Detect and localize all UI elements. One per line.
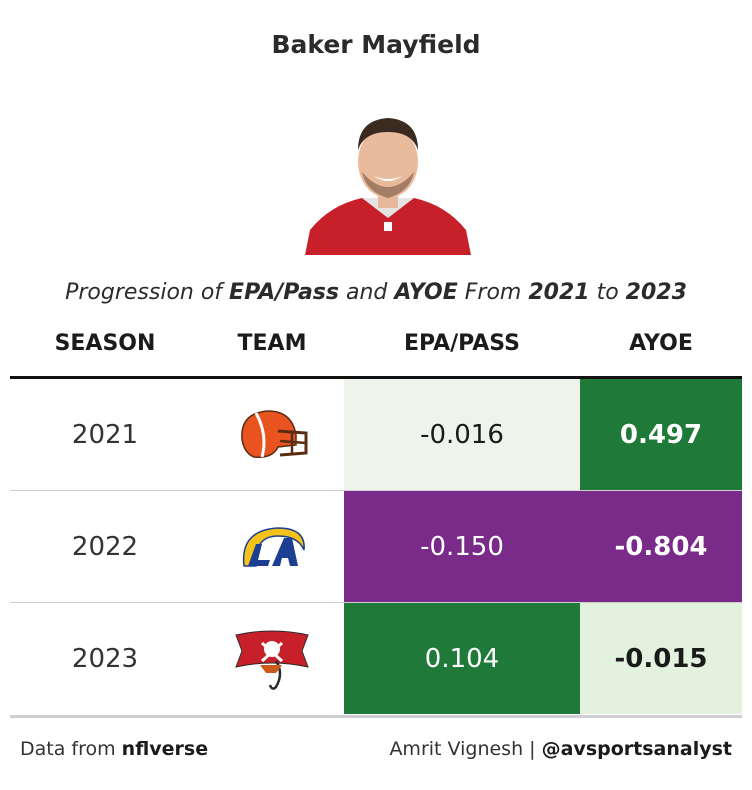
footer-credit: Amrit Vignesh | @avsportsanalyst xyxy=(389,738,732,760)
rams-logo-icon xyxy=(242,526,305,567)
player-headshot xyxy=(305,118,471,255)
season-cell: 2022 xyxy=(71,531,139,562)
team-cell xyxy=(200,491,344,602)
table-top-rule xyxy=(10,376,742,379)
browns-helmet-icon xyxy=(241,409,308,458)
table-row: 2023 0.104 -0.015 xyxy=(10,603,742,715)
epa-pass-cell: -0.016 xyxy=(344,379,580,490)
table-bottom-rule xyxy=(10,715,742,718)
team-cell xyxy=(200,603,344,714)
ayoe-cell: -0.015 xyxy=(580,603,742,714)
footer-source: Data from nflverse xyxy=(20,738,209,760)
header-epa-pass: EPA/PASS xyxy=(403,331,521,356)
epa-pass-cell: 0.104 xyxy=(344,603,580,714)
team-cell xyxy=(200,379,344,490)
buccaneers-flag-icon xyxy=(235,630,309,690)
table-row: 2022 -0.150 -0.804 xyxy=(10,491,742,603)
ayoe-cell: 0.497 xyxy=(580,379,742,490)
ayoe-cell: -0.804 xyxy=(580,491,742,602)
row-divider xyxy=(10,490,742,491)
table-row: 2021 -0.016 0.497 xyxy=(10,379,742,491)
chart-subtitle: Progression of EPA/Pass and AYOE From 20… xyxy=(65,280,687,305)
header-season: SEASON xyxy=(54,331,156,356)
row-divider xyxy=(10,602,742,603)
header-ayoe: AYOE xyxy=(629,331,693,356)
page-title: Baker Mayfield xyxy=(271,30,481,59)
season-cell: 2023 xyxy=(71,643,139,674)
epa-pass-cell: -0.150 xyxy=(344,491,580,602)
season-cell: 2021 xyxy=(71,419,139,450)
header-team: TEAM xyxy=(237,331,307,356)
